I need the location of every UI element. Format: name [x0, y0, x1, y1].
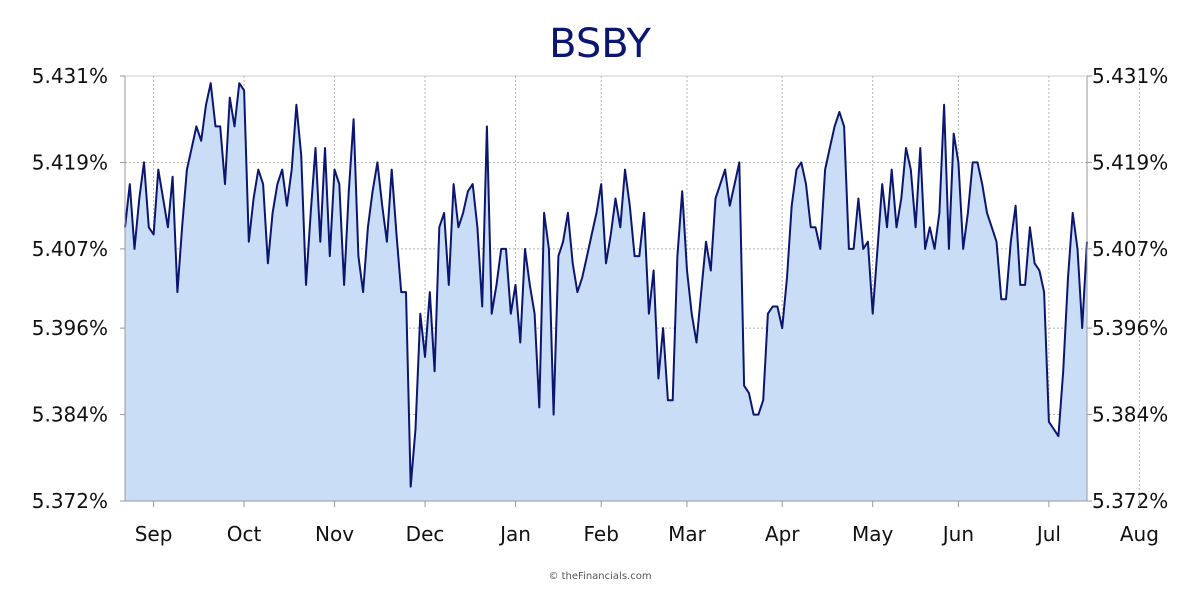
axes	[124, 75, 1088, 502]
x-tick-label: Aug	[1120, 522, 1159, 546]
x-tick-label: Oct	[227, 522, 262, 546]
y-tick-label-left: 5.396%	[32, 316, 108, 340]
x-tick-label: Jul	[1035, 522, 1061, 546]
x-tick-label: Mar	[668, 522, 707, 546]
y-tick-label-right: 5.431%	[1092, 64, 1168, 88]
y-tick-label-left: 5.384%	[32, 403, 108, 427]
x-tick-label: Jan	[498, 522, 531, 546]
y-axis-right-ticks: 5.431% 5.419% 5.407% 5.396% 5.384% 5.372%	[1087, 64, 1168, 513]
x-tick-label: Sep	[135, 522, 173, 546]
x-tick-label: May	[852, 522, 894, 546]
x-tick-label: Nov	[315, 522, 354, 546]
y-tick-label-right: 5.396%	[1092, 316, 1168, 340]
source-credit: © theFinancials.com	[548, 571, 651, 582]
x-axis-ticks: Sep Oct Nov Dec Jan Feb Mar Apr May Jun Jul Aug	[135, 501, 1159, 546]
y-tick-label-left: 5.431%	[32, 64, 108, 88]
y-tick-label-right: 5.407%	[1092, 237, 1168, 261]
y-tick-label-left: 5.419%	[32, 150, 108, 174]
series-layer	[124, 82, 1088, 501]
x-tick-label: Jun	[941, 522, 974, 546]
x-tick-label: Dec	[406, 522, 445, 546]
x-tick-label: Feb	[584, 522, 619, 546]
y-tick-label-right: 5.419%	[1092, 150, 1168, 174]
series-line	[124, 82, 1088, 488]
y-axis-left-ticks: 5.431% 5.419% 5.407% 5.396% 5.384% 5.372%	[32, 64, 125, 513]
chart-title: BSBY	[549, 21, 651, 67]
x-tick-label: Apr	[765, 522, 800, 546]
y-tick-label-right: 5.372%	[1092, 489, 1168, 513]
y-tick-label-left: 5.372%	[32, 489, 108, 513]
y-tick-label-left: 5.407%	[32, 237, 108, 261]
y-tick-label-right: 5.384%	[1092, 403, 1168, 427]
